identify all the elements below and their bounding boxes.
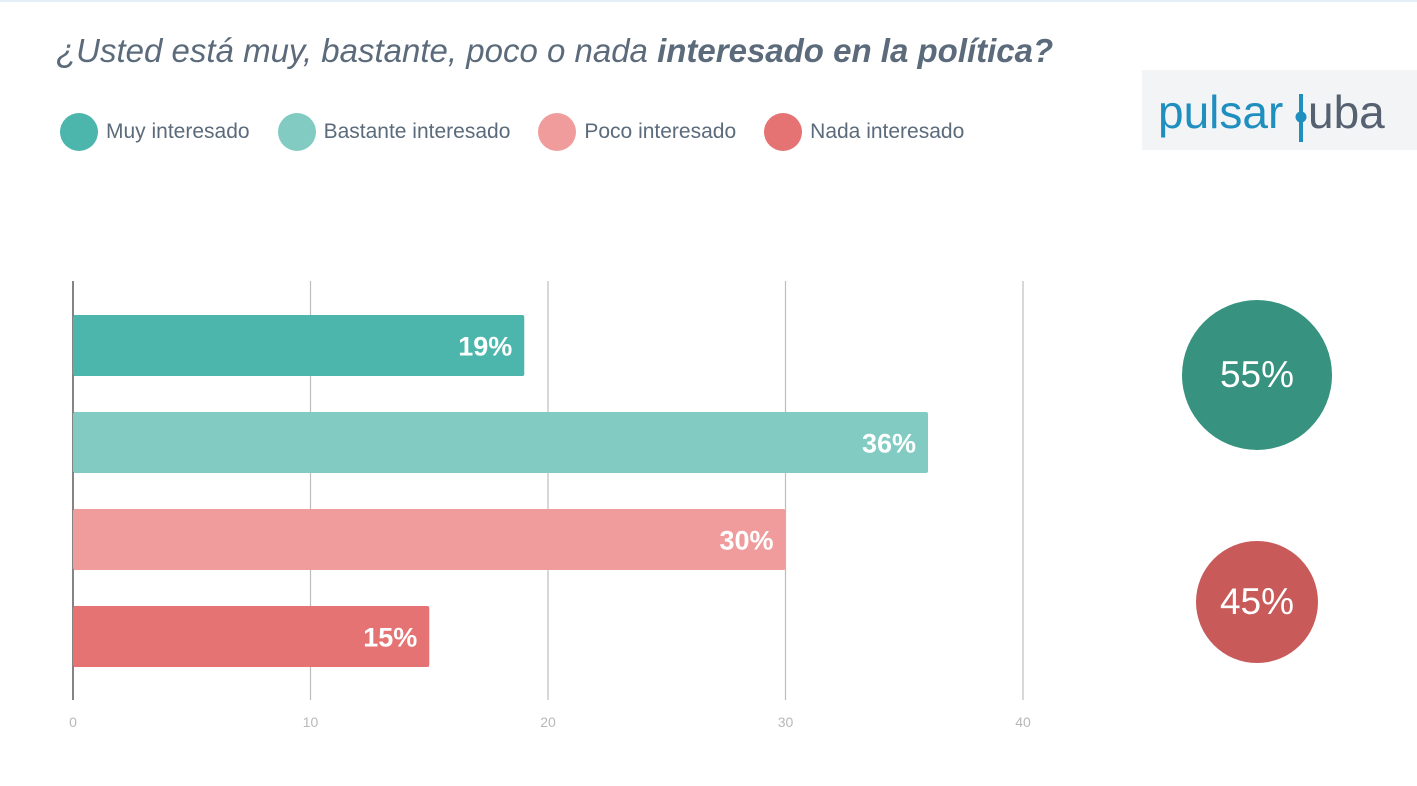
x-tick-label: 10	[303, 714, 319, 730]
x-tick-label: 40	[1015, 714, 1031, 730]
legend-label-poco: Poco interesado	[584, 120, 737, 143]
legend-swatch-nada	[764, 113, 803, 151]
legend-item-bastante: Bastante interesado	[277, 113, 511, 151]
bar-value-label: 19%	[458, 332, 512, 362]
bar	[73, 315, 525, 376]
legend-swatch-bastante	[277, 113, 316, 151]
bar-value-label: 36%	[862, 429, 916, 459]
interested-total-value: 55%	[1219, 354, 1295, 395]
bar	[73, 509, 786, 570]
interested-total-bubble: 55%	[1182, 300, 1332, 450]
logo-dot	[1295, 111, 1307, 123]
top-border	[0, 0, 1417, 2]
legend: Muy interesado Bastante interesado Poco …	[60, 113, 992, 151]
x-tick-label: 30	[778, 714, 794, 730]
legend-swatch-poco	[538, 113, 577, 151]
chart-title: ¿Usted está muy, bastante, poco o nada i…	[56, 32, 1053, 70]
legend-item-poco: Poco interesado	[538, 113, 736, 151]
legend-label-bastante: Bastante interesado	[323, 120, 511, 143]
legend-item-nada: Nada interesado	[764, 113, 964, 151]
legend-swatch-muy	[60, 113, 98, 151]
bar	[73, 606, 430, 667]
legend-item-muy: Muy interesado	[60, 113, 250, 151]
title-emphasis: interesado en la política?	[657, 32, 1054, 69]
bars: 19% 36% 30% 15%	[73, 315, 928, 667]
logo-graphic: pulsar uba	[1158, 86, 1385, 142]
legend-label-nada: Nada interesado	[810, 120, 965, 143]
not-interested-total-value: 45%	[1219, 581, 1295, 622]
title-prefix: ¿Usted está muy, bastante, poco o nada	[56, 32, 658, 69]
legend-label-muy: Muy interesado	[106, 120, 250, 143]
pulsar-uba-logo: pulsar uba	[1142, 70, 1417, 150]
bar-value-label: 15%	[363, 623, 417, 653]
not-interested-total-bubble: 45%	[1196, 541, 1318, 663]
x-axis-ticks: 0 10 20 30 40	[69, 714, 1031, 730]
logo-text-right: uba	[1308, 86, 1385, 138]
x-tick-label: 0	[69, 714, 77, 730]
bar-value-label: 30%	[719, 526, 773, 556]
bar	[73, 412, 928, 473]
x-tick-label: 20	[540, 714, 556, 730]
logo-text-left: pulsar	[1158, 86, 1283, 138]
